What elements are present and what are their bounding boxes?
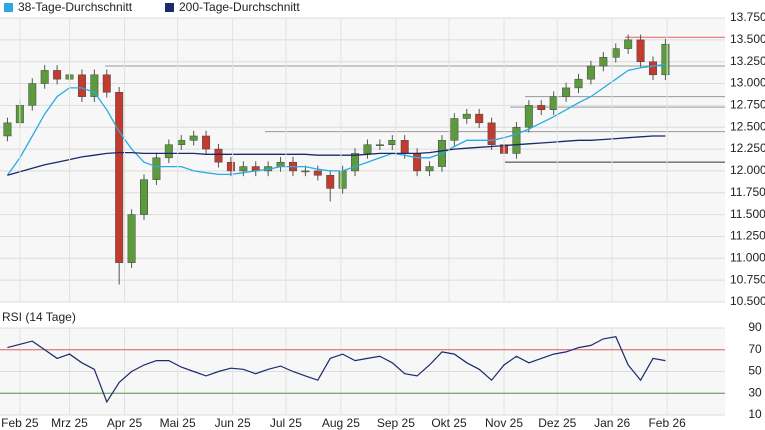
y-tick-label: 50 bbox=[748, 364, 762, 378]
y-tick-label: 13.250 bbox=[730, 54, 765, 68]
x-tick-label: Feb 26 bbox=[648, 416, 686, 430]
candle-body bbox=[3, 122, 12, 137]
ma-line bbox=[7, 135, 666, 176]
y-tick-label: 90 bbox=[748, 320, 762, 334]
x-tick-label: Nov 25 bbox=[485, 416, 523, 430]
y-tick-label: 10.750 bbox=[730, 272, 765, 286]
candle-body bbox=[475, 113, 484, 124]
candle-body bbox=[512, 126, 521, 154]
candle-body bbox=[202, 135, 211, 150]
candle-body bbox=[276, 161, 285, 167]
y-tick-label: 12.000 bbox=[730, 163, 765, 177]
legend-swatch bbox=[165, 3, 174, 12]
candle-body bbox=[413, 153, 422, 172]
x-tick-label: Jun 25 bbox=[215, 416, 251, 430]
candle-body bbox=[214, 148, 223, 163]
candle-body bbox=[537, 105, 546, 111]
candle-body bbox=[636, 39, 645, 62]
candle-body bbox=[400, 140, 409, 154]
x-tick-label: Okt 25 bbox=[431, 416, 467, 430]
candle-body bbox=[115, 92, 124, 263]
y-tick-label: 13.750 bbox=[730, 10, 765, 24]
y-tick-label: 10 bbox=[748, 407, 762, 421]
x-tick-label: Dez 25 bbox=[538, 416, 576, 430]
x-tick-label: Sep 25 bbox=[377, 416, 415, 430]
candle-body bbox=[450, 118, 459, 141]
rsi-title: RSI (14 Tage) bbox=[2, 310, 76, 324]
y-tick-label: 13.000 bbox=[730, 76, 765, 90]
y-tick-label: 10.500 bbox=[730, 294, 765, 308]
candle-body bbox=[524, 105, 533, 128]
y-tick-label: 13.500 bbox=[730, 32, 765, 46]
y-tick-label: 12.500 bbox=[730, 119, 765, 133]
x-tick-label: Jan 26 bbox=[594, 416, 630, 430]
candle-body bbox=[487, 122, 496, 145]
candle-body bbox=[599, 57, 608, 67]
candle-body bbox=[152, 157, 161, 180]
candle-body bbox=[326, 175, 335, 189]
candle-body bbox=[301, 170, 310, 173]
y-tick-label: 12.250 bbox=[730, 141, 765, 155]
candle-body bbox=[226, 161, 235, 172]
candle-body bbox=[189, 135, 198, 141]
legend-swatch bbox=[4, 3, 13, 12]
candle-body bbox=[313, 170, 322, 176]
candle-body bbox=[425, 166, 434, 172]
candle-body bbox=[574, 78, 583, 89]
y-tick-label: 70 bbox=[748, 342, 762, 356]
candle-body bbox=[164, 144, 173, 159]
x-tick-label: Mai 25 bbox=[160, 416, 196, 430]
candle-body bbox=[177, 140, 186, 145]
candle-body bbox=[649, 61, 657, 76]
y-tick-label: 11.500 bbox=[730, 207, 765, 221]
candle-body bbox=[40, 70, 49, 84]
x-tick-label: Feb 25 bbox=[1, 416, 39, 430]
y-tick-label: 12.750 bbox=[730, 98, 765, 112]
legend-label: 38-Tage-Durchschnitt bbox=[18, 0, 133, 14]
candle-body bbox=[624, 39, 633, 49]
candle-body bbox=[661, 43, 670, 76]
candle-body bbox=[53, 70, 62, 80]
candle-body bbox=[351, 153, 360, 172]
candle-body bbox=[562, 87, 571, 97]
candle-body bbox=[140, 179, 148, 215]
candle-body bbox=[375, 144, 384, 146]
ma-line bbox=[6, 63, 666, 176]
candle-body bbox=[127, 214, 136, 263]
x-tick-label: Apr 25 bbox=[107, 416, 143, 430]
y-tick-label: 11.250 bbox=[730, 229, 765, 243]
candle-body bbox=[549, 96, 558, 111]
x-tick-label: Mrz 25 bbox=[51, 416, 88, 430]
legend-label: 200-Tage-Durchschnitt bbox=[179, 0, 300, 14]
candle-body bbox=[28, 83, 37, 106]
x-tick-label: Jul 25 bbox=[270, 416, 302, 430]
candle-body bbox=[363, 144, 372, 154]
candle-body bbox=[586, 65, 595, 80]
y-tick-label: 11.750 bbox=[730, 185, 765, 199]
candle-body bbox=[338, 170, 347, 189]
candle-body bbox=[239, 166, 248, 172]
x-tick-label: Aug 25 bbox=[322, 416, 360, 430]
candle-body bbox=[388, 140, 397, 145]
candle-body bbox=[77, 74, 86, 97]
candle-body bbox=[611, 48, 620, 58]
y-tick-label: 30 bbox=[748, 385, 762, 399]
candle-body bbox=[90, 74, 99, 97]
y-tick-label: 11.000 bbox=[730, 250, 765, 264]
candle-body bbox=[102, 74, 111, 93]
candle-body bbox=[462, 113, 471, 119]
rsi-line bbox=[7, 336, 666, 404]
